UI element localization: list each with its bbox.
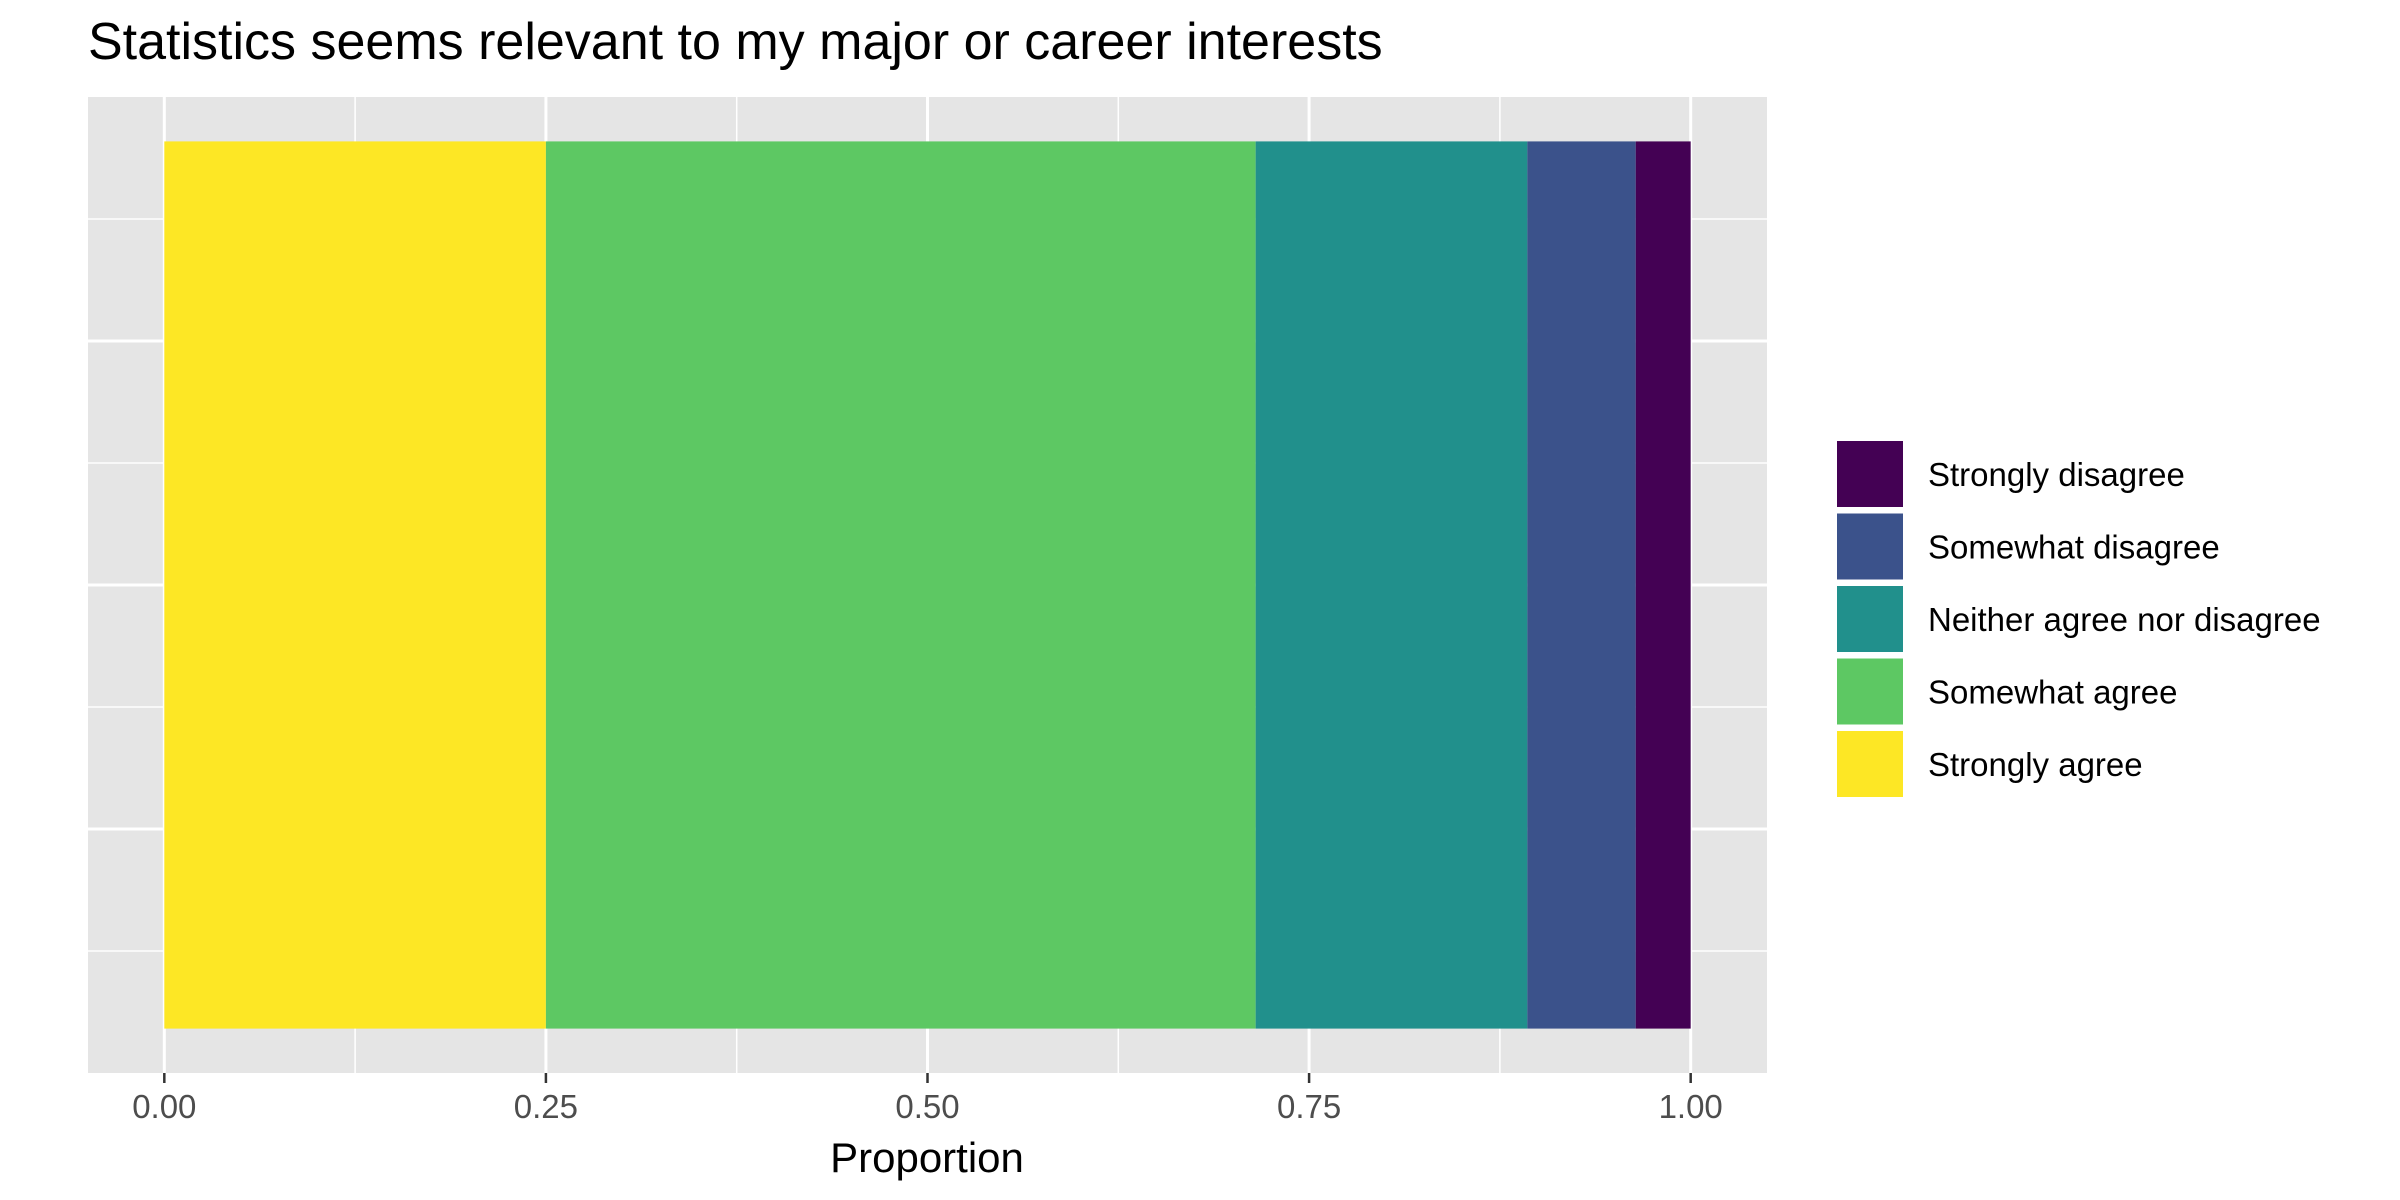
stacked-bar [164,141,1691,1029]
legend-key-somewhat-disagree [1835,511,1905,582]
legend-label: Somewhat disagree [1928,529,2220,566]
chart-title: Statistics seems relevant to my major or… [88,13,1383,71]
x-axis: 0.00 0.25 0.50 0.75 1.00 [132,1073,1723,1125]
x-tick-label: 0.25 [514,1088,578,1125]
bar-segment-strongly-agree [164,141,546,1029]
x-tick-label: 0.75 [1277,1088,1341,1125]
bar-segment-neither-agree-nor-disagree [1255,141,1528,1029]
legend-key-strongly-disagree [1835,439,1905,509]
legend-key-strongly-agree [1835,729,1905,799]
legend-key-somewhat-agree [1835,656,1905,727]
bar-segment-somewhat-disagree [1527,141,1636,1029]
legend-label: Neither agree nor disagree [1928,601,2321,638]
legend-label: Somewhat agree [1928,674,2177,711]
x-tick-label: 1.00 [1659,1088,1723,1125]
legend-label: Strongly disagree [1928,456,2185,493]
legend: Strongly disagree Somewhat disagree Neithe… [1835,439,2321,799]
x-tick-label: 0.00 [132,1088,196,1125]
bar-segment-strongly-disagree [1635,141,1691,1029]
x-tick-label: 0.50 [895,1088,959,1125]
legend-key-neither-agree-nor-disagree [1835,584,1905,654]
legend-label: Strongly agree [1928,746,2143,783]
x-axis-title: Proportion [830,1134,1024,1181]
bar-segment-somewhat-agree [545,141,1256,1029]
